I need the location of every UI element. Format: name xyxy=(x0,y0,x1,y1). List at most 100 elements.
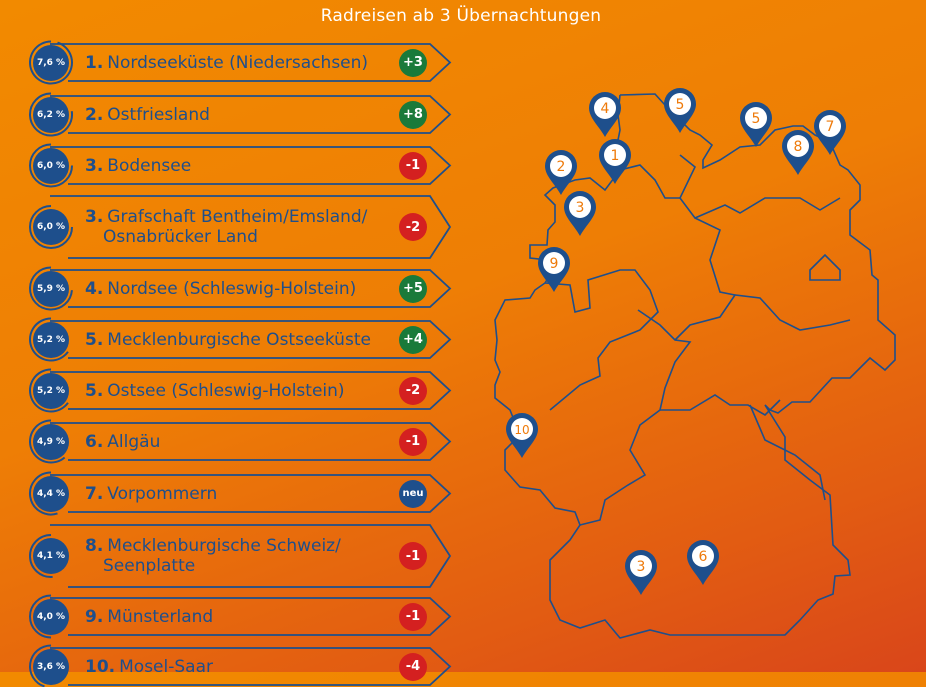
state-border xyxy=(679,154,841,219)
row-frame xyxy=(50,474,452,513)
pin-number: 2 xyxy=(557,159,566,175)
state-border xyxy=(674,294,851,341)
region-name: 1. Nordseeküste (Niedersachsen) xyxy=(85,53,368,73)
map-pin-icon: 7 xyxy=(814,110,846,155)
change-badge: -1 xyxy=(399,151,427,180)
change-badge: +4 xyxy=(399,325,427,354)
ranking-row: 3,6 % 10. Mosel-Saar -4 xyxy=(29,644,455,687)
region-name: 4. Nordsee (Schleswig-Holstein) xyxy=(85,279,356,299)
state-border xyxy=(660,394,781,417)
region-name: 2. Ostfriesland xyxy=(85,105,210,125)
share-ring xyxy=(29,368,69,413)
pin-number: 7 xyxy=(826,119,835,135)
ranking-row: 4,1 % 8. Mecklenburgische Schweiz/Seenplat… xyxy=(29,524,455,588)
ranking-row: 5,2 % 5. Ostsee (Schleswig-Holstein) -2 xyxy=(29,368,455,413)
rank-number: 8. xyxy=(85,536,104,556)
pin-number: 1 xyxy=(611,148,620,164)
change-badge: +3 xyxy=(399,48,427,77)
rank-number: 9. xyxy=(85,606,104,627)
map-pin-icon: 8 xyxy=(782,130,814,175)
share-ring xyxy=(29,594,52,639)
map-pin-icon: 3 xyxy=(625,550,657,595)
rank-number: 7. xyxy=(85,483,104,504)
pin-number: 9 xyxy=(550,256,559,272)
rank-number: 5. xyxy=(85,380,104,401)
share-ring xyxy=(29,92,73,137)
pin-number: 3 xyxy=(576,200,585,216)
region-name-line: Münsterland xyxy=(107,606,214,627)
change-badge: -2 xyxy=(399,213,427,241)
region-name-line: Ostsee (Schleswig-Holstein) xyxy=(107,380,345,401)
region-name-line: Seenplatte xyxy=(103,556,196,576)
rank-number: 5. xyxy=(85,329,104,350)
state-border xyxy=(544,269,659,411)
region-name: 6. Allgäu xyxy=(85,432,160,452)
rank-number: 2. xyxy=(85,104,104,125)
region-name-line: Mecklenburgische Schweiz/ xyxy=(107,536,341,556)
region-name-line: Vorpommern xyxy=(107,483,218,504)
row-frame xyxy=(50,422,452,461)
share-value: 4,1 % xyxy=(33,538,69,574)
subtitle: Radreisen ab 3 Übernachtungen xyxy=(320,6,602,26)
ranking-row: 6,0 % 3. Grafschaft Bentheim/Emsland/Osnab… xyxy=(29,195,455,259)
state-border xyxy=(694,217,736,296)
germany-map: 4 5 5 7 8 2 1 3 9 10 3 6 xyxy=(494,88,896,639)
share-ring xyxy=(29,266,73,311)
pin-number: 3 xyxy=(637,559,646,575)
ranking-row: 6,2 % 2. Ostfriesland +8 xyxy=(29,92,455,137)
pin-number: 6 xyxy=(699,549,708,565)
share-ring xyxy=(29,419,66,464)
change-badge: +5 xyxy=(399,274,427,303)
region-name: 5. Mecklenburgische Ostseeküste xyxy=(85,330,371,350)
share-ring xyxy=(29,205,73,249)
share-ring xyxy=(29,40,73,85)
map-pin-icon: 5 xyxy=(740,102,772,147)
ranking-row: 5,2 % 5. Mecklenburgische Ostseeküste +4 xyxy=(29,317,455,362)
rank-number: 1. xyxy=(85,52,104,73)
map-pin-icon: 1 xyxy=(599,139,631,184)
pin-number: 8 xyxy=(794,139,803,155)
change-badge: neu xyxy=(399,479,427,508)
region-name-line: Allgäu xyxy=(107,431,161,452)
region-name: 7. Vorpommern xyxy=(85,484,217,504)
rank-number: 4. xyxy=(85,278,104,299)
share-value: 7,6 % xyxy=(33,44,69,81)
rank-number: 10. xyxy=(85,656,116,677)
region-name-line: Osnabrücker Land xyxy=(103,227,258,247)
pin-number: 5 xyxy=(752,111,761,127)
share-value: 5,2 % xyxy=(33,321,69,358)
region-name-line: Mecklenburgische Ostseeküste xyxy=(107,329,371,350)
map-pin-icon: 5 xyxy=(664,88,696,133)
region-name: 3. Bodensee xyxy=(85,156,191,176)
region-name-line: Grafschaft Bentheim/Emsland/ xyxy=(107,207,368,227)
row-frame xyxy=(50,371,452,410)
row-frame xyxy=(50,146,452,185)
ranking-row: 5,9 % 4. Nordsee (Schleswig-Holstein) +5 xyxy=(29,266,455,311)
region-name: 8. Mecklenburgische Schweiz/Seenplatte xyxy=(85,536,341,576)
share-ring xyxy=(29,534,53,578)
region-name-line: Ostfriesland xyxy=(107,104,210,125)
state-border xyxy=(579,309,692,526)
share-ring xyxy=(29,471,58,516)
share-value: 6,0 % xyxy=(33,147,69,184)
row-frame xyxy=(50,524,452,588)
ranking-row: 4,4 % 7. Vorpommern neu xyxy=(29,471,455,516)
region-name: 3. Grafschaft Bentheim/Emsland/Osnabrücke… xyxy=(85,207,367,247)
state-border xyxy=(749,404,826,501)
share-value: 4,0 % xyxy=(33,598,69,635)
map-pin-icon: 4 xyxy=(589,92,621,137)
pin-number: 4 xyxy=(601,101,610,117)
region-name-line: Mosel-Saar xyxy=(119,656,213,677)
share-value: 4,9 % xyxy=(33,423,69,460)
region-name: 9. Münsterland xyxy=(85,607,213,627)
change-badge: -1 xyxy=(399,602,427,631)
region-name-line: Bodensee xyxy=(107,155,192,176)
share-value: 3,6 % xyxy=(33,648,69,685)
pin-number: 10 xyxy=(514,423,529,437)
row-frame xyxy=(50,597,452,636)
share-value: 4,4 % xyxy=(33,475,69,512)
share-ring xyxy=(29,143,73,188)
change-badge: -1 xyxy=(399,427,427,456)
row-frame xyxy=(50,269,452,308)
change-badge: -4 xyxy=(399,652,427,681)
